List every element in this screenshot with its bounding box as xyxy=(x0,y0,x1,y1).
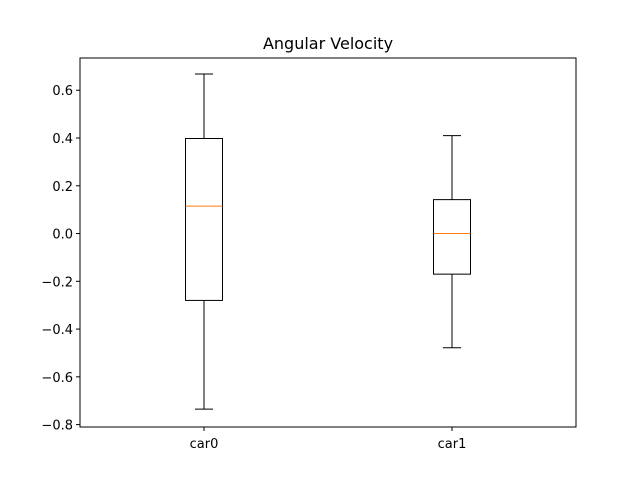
y-tick-label: 0.0 xyxy=(52,228,73,243)
box-car0 xyxy=(185,73,223,410)
boxes-layer xyxy=(185,73,471,410)
x-axis: car0 car1 xyxy=(190,427,467,452)
y-tick-label: −0.4 xyxy=(41,323,73,338)
y-tick-label: 0.2 xyxy=(52,180,73,195)
y-tick-label: −0.8 xyxy=(41,419,73,434)
y-tick-label: 0.6 xyxy=(52,84,73,99)
y-tick-label: −0.6 xyxy=(41,371,73,386)
box-car1 xyxy=(433,135,471,349)
plot-frame xyxy=(79,57,577,428)
y-axis: −0.8 −0.6 −0.4 −0.2 0.0 0.2 0.4 0.6 xyxy=(41,84,80,434)
x-tick-label: car0 xyxy=(190,437,219,452)
x-tick-label: car1 xyxy=(438,437,467,452)
iqr-box xyxy=(433,199,471,275)
iqr-box xyxy=(185,137,223,301)
y-tick-label: 0.4 xyxy=(52,132,73,147)
y-tick-label: −0.2 xyxy=(41,275,73,290)
chart-title: Angular Velocity xyxy=(263,34,393,53)
